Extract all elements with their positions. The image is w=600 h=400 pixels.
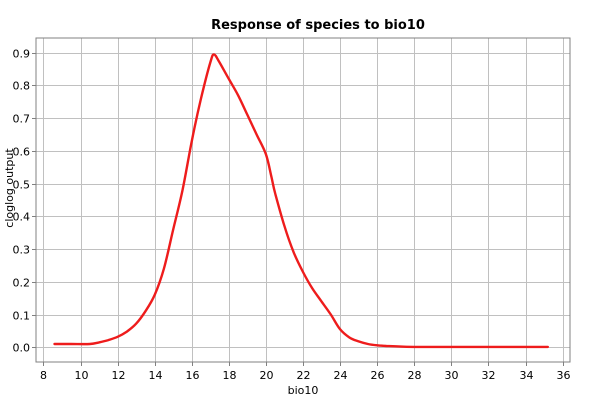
x-tick-label: 36	[557, 369, 571, 382]
y-tick-label: 0.9	[13, 48, 31, 61]
chart-title: Response of species to bio10	[211, 18, 425, 33]
x-tick-label: 10	[75, 369, 89, 382]
x-tick-label: 20	[260, 369, 274, 382]
x-axis-label: bio10	[288, 384, 319, 397]
series-layer	[53, 53, 549, 349]
y-tick-label: 0.4	[13, 211, 31, 224]
y-tick-label: 0.2	[13, 277, 31, 290]
x-tick-label: 22	[297, 369, 311, 382]
x-tick-label: 28	[408, 369, 422, 382]
y-tick-label: 0.8	[13, 80, 31, 93]
x-tick-label: 12	[112, 369, 126, 382]
x-tick-label: 24	[334, 369, 348, 382]
y-tick-label: 0.0	[13, 342, 31, 355]
y-tick-label: 0.3	[13, 244, 31, 257]
tick-layer: 8 10 12 14 16 18 20 22 24 26 28 30 32 34 36 0.0 0.1 0.2 0.…	[13, 48, 571, 383]
y-tick-label: 0.1	[13, 310, 31, 323]
y-axis-label: cloglog output	[3, 148, 16, 228]
x-tick-label: 34	[520, 369, 534, 382]
x-tick-label: 8	[40, 369, 47, 382]
x-tick-label: 26	[371, 369, 385, 382]
x-tick-label: 18	[223, 369, 237, 382]
x-tick-label: 16	[186, 369, 200, 382]
y-tick-label: 0.6	[13, 146, 31, 159]
x-tick-label: 14	[149, 369, 163, 382]
y-tick-label: 0.7	[13, 113, 31, 126]
response-curve	[53, 53, 549, 349]
grid-layer	[36, 38, 570, 362]
x-tick-label: 32	[482, 369, 496, 382]
x-tick-label: 30	[445, 369, 459, 382]
y-tick-label: 0.5	[13, 179, 31, 192]
